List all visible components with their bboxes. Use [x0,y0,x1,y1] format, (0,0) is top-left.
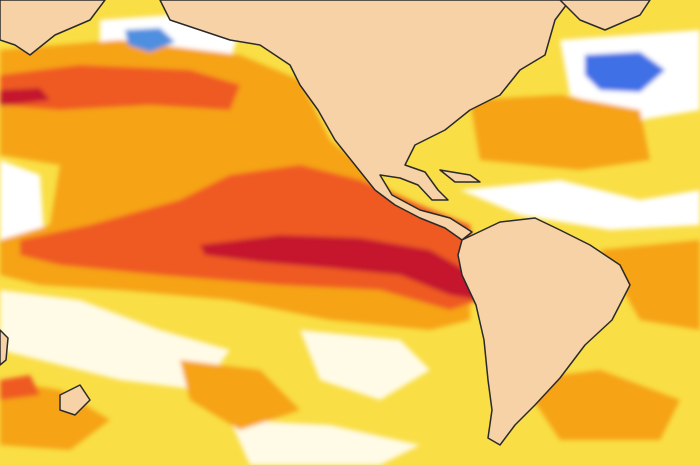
cool-anomaly [585,52,665,92]
warm-anomaly [0,380,110,450]
cool-anomaly [125,28,175,52]
north-america [159,0,571,241]
strong-anomaly [20,165,480,310]
anomaly-fields [0,15,700,465]
warm-anomaly [600,240,700,330]
warm-anomaly [180,360,300,430]
south-america [457,217,631,446]
neutral-patch [0,290,230,390]
warm-anomaly [520,370,680,440]
land-mass [0,0,106,56]
greenland [559,0,651,31]
peak-anomaly [200,235,480,300]
island [59,384,91,416]
peak-anomaly [0,88,50,106]
island [0,329,9,366]
strong-anomaly [0,375,40,400]
neutral-patch [230,420,420,465]
land [0,0,651,446]
warm-anomaly [470,95,650,170]
neutral-patch [460,180,700,230]
island [439,169,481,183]
neutral-patch [300,330,430,400]
strong-anomaly [0,65,240,110]
